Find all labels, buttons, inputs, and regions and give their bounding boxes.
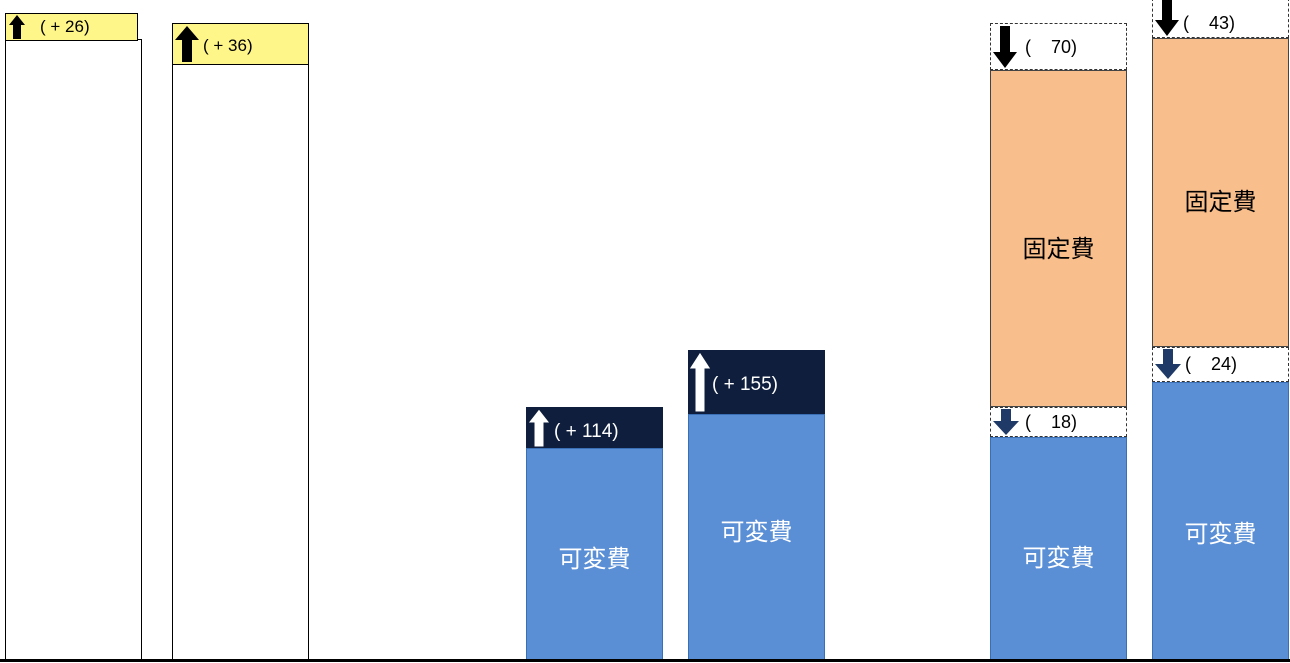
bar-3-variable-segment: 可変費 bbox=[526, 448, 663, 661]
x-axis-baseline bbox=[0, 659, 1290, 662]
bar-5-fixed-label: 固定費 bbox=[1022, 236, 1095, 263]
bar-3-change-box: ( + 114) bbox=[526, 407, 663, 448]
bar-2-outline bbox=[172, 63, 309, 661]
bar-6-variable-change-box: ( 24) bbox=[1152, 347, 1289, 382]
bar-6-fixed-change-box: ( 43) bbox=[1152, 0, 1289, 38]
down-arrow-icon bbox=[1155, 0, 1179, 36]
down-arrow-icon bbox=[1155, 349, 1181, 379]
bar-6-fixed-label: 固定費 bbox=[1184, 189, 1257, 216]
bar-1-change-label: ( + 26) bbox=[40, 17, 90, 36]
bar-6-variable-label: 可変費 bbox=[1184, 521, 1257, 548]
bar-6-fixed-change-label: ( 43) bbox=[1183, 13, 1236, 33]
bar-4-change-box: ( + 155) bbox=[688, 350, 825, 414]
bar-6-variable-segment: 可変費 bbox=[1152, 382, 1289, 661]
bar-4-variable-label: 可変費 bbox=[720, 519, 793, 546]
bar-5-variable-segment: 可変費 bbox=[990, 437, 1127, 661]
bar-4-change-label: ( + 155) bbox=[712, 374, 779, 395]
down-arrow-icon bbox=[993, 26, 1017, 68]
bar-4-variable-segment: 可変費 bbox=[688, 414, 825, 661]
bar-3-variable-label: 可変費 bbox=[558, 546, 631, 573]
up-arrow-icon bbox=[175, 26, 199, 62]
up-arrow-icon bbox=[9, 15, 25, 39]
up-arrow-icon bbox=[688, 351, 712, 413]
bar-5-fixed-segment: 固定費 bbox=[990, 70, 1127, 407]
bar-2-change-box: ( + 36) bbox=[172, 23, 309, 65]
bar-6-variable-change-label: ( 24) bbox=[1185, 354, 1238, 374]
bar-5-fixed-change-label: ( 70) bbox=[1025, 37, 1078, 57]
down-arrow-icon bbox=[993, 409, 1019, 435]
bar-5-fixed-change-box: ( 70) bbox=[990, 23, 1127, 70]
bar-5-variable-change-label: ( 18) bbox=[1025, 412, 1078, 432]
bar-2-change-label: ( + 36) bbox=[203, 36, 253, 55]
bar-1-outline bbox=[5, 39, 142, 661]
up-arrow-icon bbox=[527, 408, 551, 448]
bar-5-variable-label: 可変費 bbox=[1022, 545, 1095, 572]
bar-6-fixed-segment: 固定費 bbox=[1152, 38, 1289, 347]
bar-5-variable-change-box: ( 18) bbox=[990, 407, 1127, 437]
bar-3-change-label: ( + 114) bbox=[554, 421, 619, 442]
bar-1-change-box: ( + 26) bbox=[5, 13, 138, 41]
